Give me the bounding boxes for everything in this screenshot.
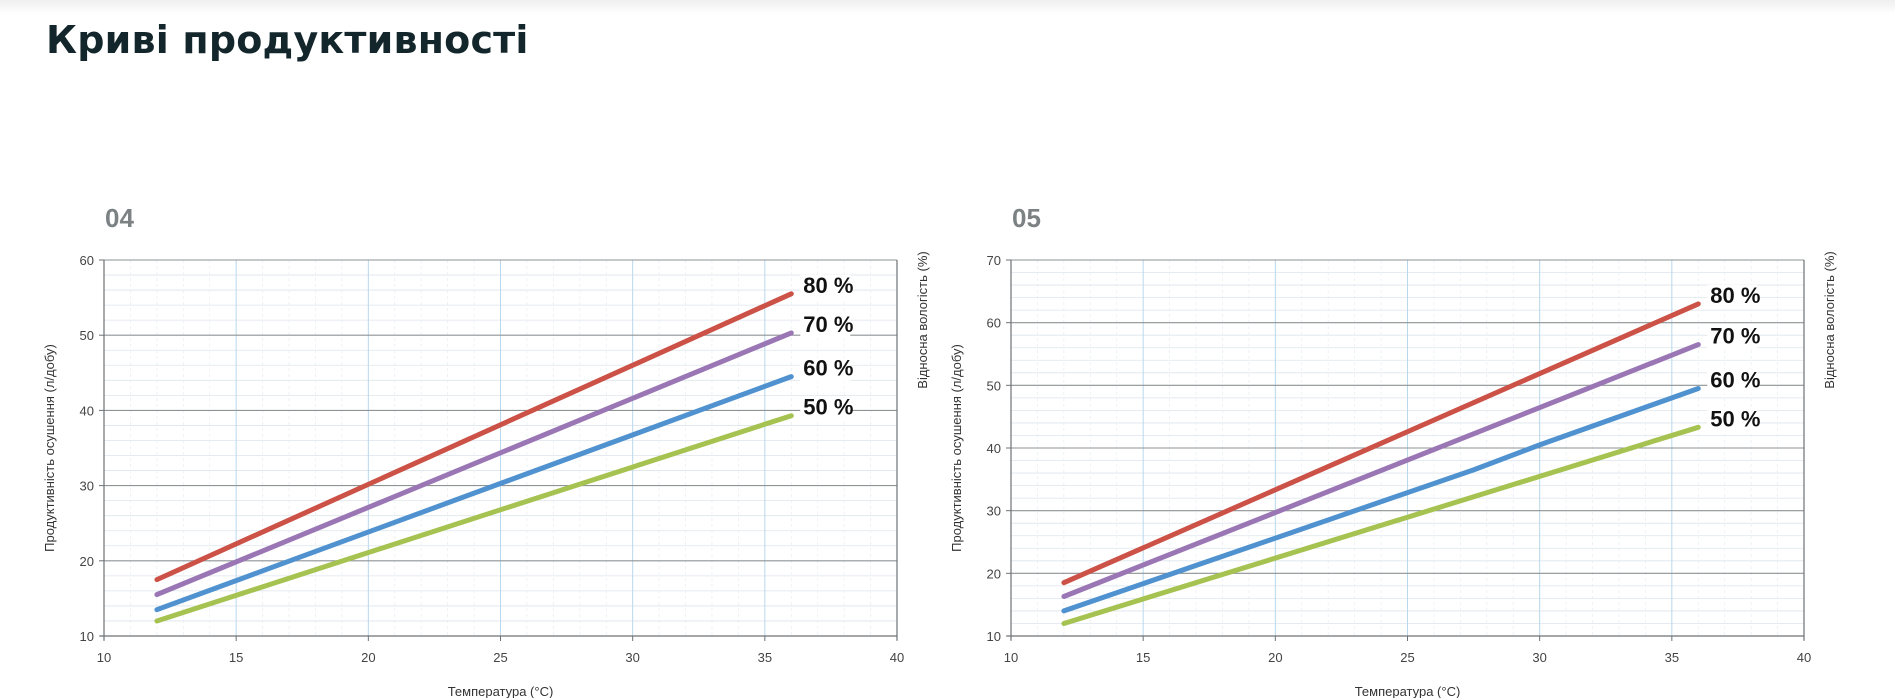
series-line (1061, 424, 1701, 626)
series-line (154, 291, 794, 583)
x-tick-label: 20 (361, 650, 375, 665)
series-line (154, 413, 794, 624)
x-axis-title: Температура (°C) (448, 684, 554, 698)
x-tick-label: 15 (229, 650, 243, 665)
x-tick-label: 20 (1268, 650, 1282, 665)
series-label: 80 % (1710, 283, 1760, 308)
series-label: 60 % (1710, 367, 1760, 392)
x-tick-label: 40 (1797, 650, 1811, 665)
series-label: 70 % (803, 312, 853, 337)
y-tick-label: 40 (987, 441, 1001, 456)
y-axis-title: Продуктивність осушення (л/добу) (42, 344, 57, 552)
series-label-bg (1707, 325, 1758, 350)
x-tick-label: 30 (1532, 650, 1546, 665)
top-shade (0, 0, 1895, 14)
performance-chart-05: 05 10 15 20 25 30 35 40 10 20 30 40 50 60 70 Температур… (949, 203, 1837, 698)
series-line (154, 330, 794, 598)
x-tick-label: 40 (890, 650, 904, 665)
series-label: 50 % (803, 395, 853, 420)
y-tick-label: 60 (987, 316, 1001, 331)
series-label-bg (1707, 369, 1758, 394)
x-tick-label: 10 (1004, 650, 1018, 665)
series-label-bg (1707, 408, 1758, 433)
y-tick-label: 50 (987, 378, 1001, 393)
x-tick-label: 25 (1400, 650, 1414, 665)
y-tick-label: 20 (80, 554, 94, 569)
y-tick-label: 10 (987, 629, 1001, 644)
series-label-bg (1707, 284, 1758, 309)
x-tick-label: 35 (1665, 650, 1679, 665)
x-tick-label: 10 (97, 650, 111, 665)
x-tick-label: 30 (625, 650, 639, 665)
y-tick-label: 10 (80, 629, 94, 644)
x-tick-label: 35 (758, 650, 772, 665)
y-tick-label: 50 (80, 328, 94, 343)
y-tick-label: 30 (80, 479, 94, 494)
y2-axis-title: Відносна вологість (%) (915, 251, 930, 388)
y2-axis-title: Відносна вологість (%) (1822, 251, 1837, 388)
x-tick-label: 25 (493, 650, 507, 665)
y-tick-label: 40 (80, 403, 94, 418)
series-label: 60 % (803, 356, 853, 381)
y-tick-label: 30 (987, 504, 1001, 519)
y-tick-label: 70 (987, 253, 1001, 268)
series-label: 50 % (1710, 406, 1760, 431)
series-label-bg (800, 357, 851, 382)
chart-id-label: 05 (1012, 203, 1041, 233)
chart-id-label: 04 (105, 203, 134, 233)
series-label-bg (800, 274, 851, 299)
series-line (1061, 301, 1701, 586)
y-tick-label: 20 (987, 566, 1001, 581)
series-line (1061, 342, 1701, 599)
series-line (1061, 386, 1701, 614)
y-tick-label: 60 (80, 253, 94, 268)
series-label-bg (800, 396, 851, 421)
performance-chart-04: 04 10 15 20 25 30 35 40 10 20 30 40 50 60 Температура … (42, 203, 930, 698)
series-label: 70 % (1710, 324, 1760, 349)
series-line (154, 374, 794, 613)
page-title: Криві продуктивності (46, 18, 529, 62)
y-axis-title: Продуктивність осушення (л/добу) (949, 344, 964, 552)
series-label: 80 % (803, 273, 853, 298)
x-axis-title: Температура (°C) (1355, 684, 1461, 698)
series-label-bg (800, 313, 851, 338)
x-tick-label: 15 (1136, 650, 1150, 665)
